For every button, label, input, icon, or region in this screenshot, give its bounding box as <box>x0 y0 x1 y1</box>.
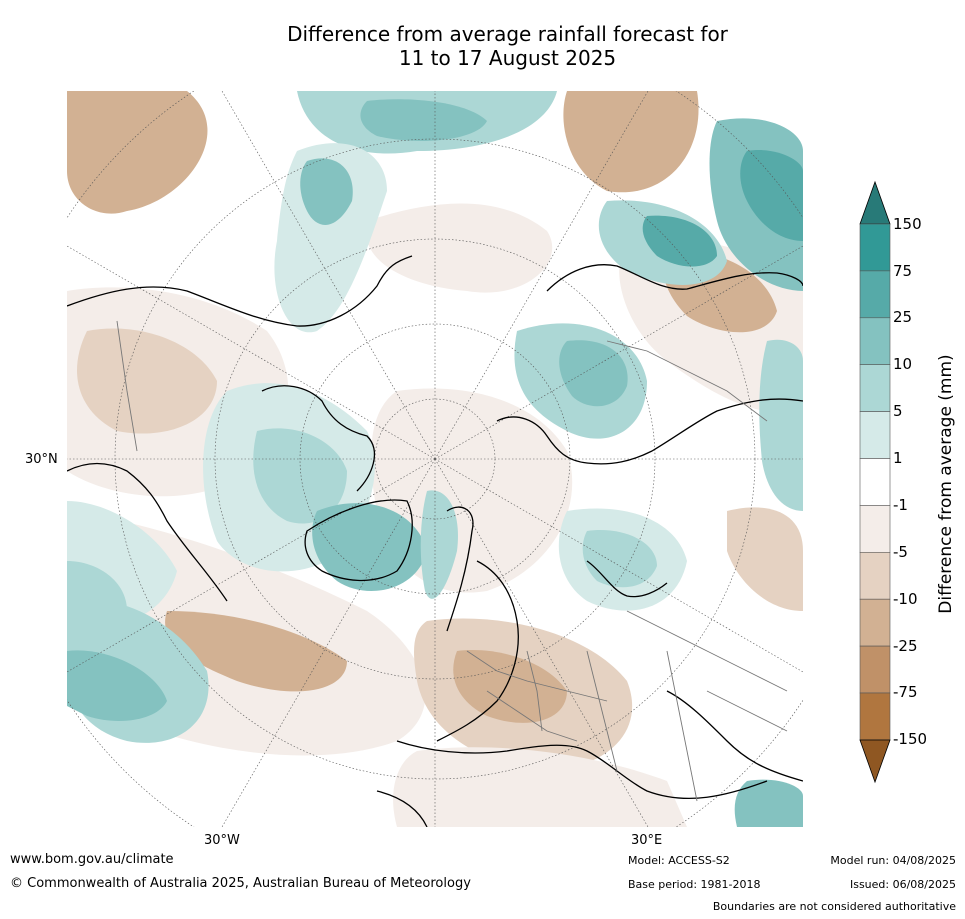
colorbar-tick: 25 <box>893 308 913 326</box>
lon-label-30e: 30°E <box>631 833 663 848</box>
colorbar-tick: -150 <box>893 730 928 748</box>
map-canvas <box>67 91 803 827</box>
colorbar-tick: -5 <box>893 543 908 561</box>
country-borders <box>116 320 788 802</box>
lat-label-30n: 30°N <box>25 452 58 467</box>
coastlines <box>67 255 803 827</box>
colorbar-bins <box>859 223 891 741</box>
colorbar-bin <box>859 551 891 600</box>
colorbar-bin <box>859 458 891 506</box>
colorbar-tick: 10 <box>893 355 913 373</box>
colorbar-bin <box>859 505 891 553</box>
footer-issued: Issued: 06/08/2025 <box>849 878 956 891</box>
map-title-line1: Difference from average rainfall forecas… <box>287 22 728 46</box>
footer-base-period: Base period: 1981-2018 <box>628 878 761 891</box>
footer-model: Model: ACCESS-S2 <box>628 854 730 867</box>
colorbar-tick: 1 <box>893 449 903 467</box>
colorbar-bin <box>859 364 891 412</box>
footer-copyright: © Commonwealth of Australia 2025, Austra… <box>10 876 471 891</box>
colorbar-extend-top <box>859 180 891 225</box>
footer-disclaimer: Boundaries are not considered authoritat… <box>712 900 956 913</box>
colorbar-title: Difference from average (mm) <box>936 354 956 614</box>
colorbar-bin <box>859 645 891 694</box>
colorbar-tick: -10 <box>893 590 918 608</box>
colorbar <box>855 180 895 789</box>
colorbar-extend-bottom <box>859 739 891 784</box>
map-title: Difference from average rainfall forecas… <box>200 22 815 70</box>
rainfall-anomaly-map[interactable] <box>67 91 803 827</box>
colorbar-bin <box>859 598 891 647</box>
footer-url[interactable]: www.bom.gov.au/climate <box>10 852 174 867</box>
colorbar-bin <box>859 692 891 741</box>
colorbar-bin <box>859 223 891 272</box>
lon-label-30w: 30°W <box>204 833 240 848</box>
colorbar-tick: 75 <box>893 262 913 280</box>
colorbar-graphic <box>859 180 891 784</box>
colorbar-tick: -25 <box>893 637 918 655</box>
footer-model-run: Model run: 04/08/2025 <box>830 854 956 867</box>
colorbar-bin <box>859 270 891 319</box>
colorbar-tick: 150 <box>893 215 922 233</box>
colorbar-tick: -1 <box>893 496 908 514</box>
map-title-line2: 11 to 17 August 2025 <box>398 46 617 70</box>
colorbar-tick: 5 <box>893 402 903 420</box>
colorbar-bin <box>859 411 891 459</box>
colorbar-bin <box>859 317 891 366</box>
colorbar-tick: -75 <box>893 683 918 701</box>
